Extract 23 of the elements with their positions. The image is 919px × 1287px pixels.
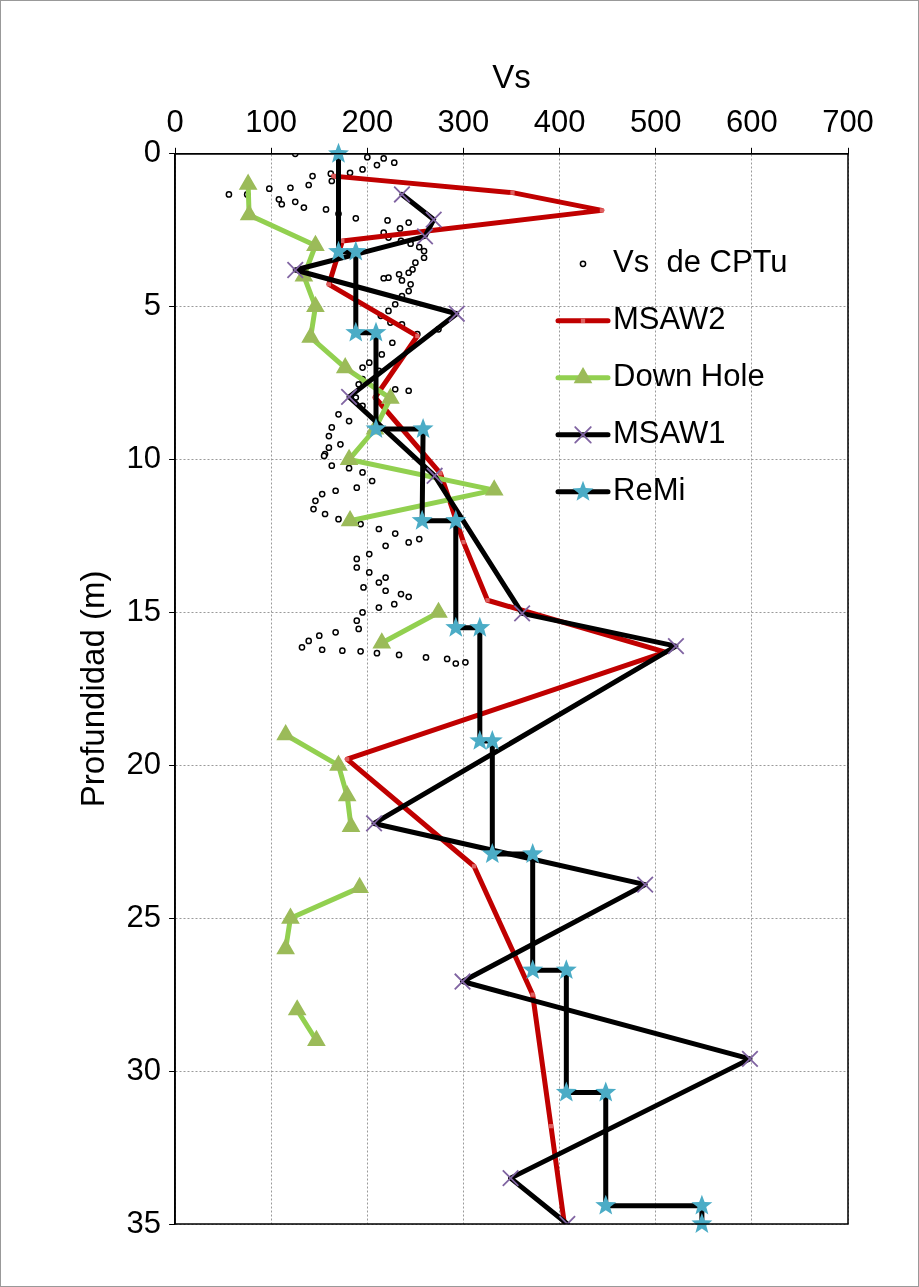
x-tick-label: 300 xyxy=(437,103,490,139)
x-tick-label: 200 xyxy=(341,103,394,139)
y-tick-label: 20 xyxy=(126,745,162,781)
legend-label: ReMi xyxy=(613,472,686,508)
y-tick-label: 0 xyxy=(143,134,162,170)
x-tick-label: 700 xyxy=(822,103,874,139)
legend-label: Vs de CPTu xyxy=(613,244,788,280)
x-tick-label: 500 xyxy=(629,103,682,139)
legend-label: MSAW2 xyxy=(613,301,726,337)
x-tick-label: 400 xyxy=(533,103,586,139)
y-tick-label: 35 xyxy=(126,1204,162,1240)
y-tick-label: 5 xyxy=(143,287,162,323)
x-tick-label: 0 xyxy=(166,103,184,139)
legend-label: Down Hole xyxy=(613,358,765,394)
y-tick-label: 15 xyxy=(126,593,162,628)
y-tick-label: 10 xyxy=(126,440,162,476)
y-tick-label: 30 xyxy=(126,1051,162,1087)
x-tick-label: 600 xyxy=(726,103,778,139)
x-tick-label: 100 xyxy=(245,103,298,139)
y-axis-title: Profundidad (m) xyxy=(73,570,111,808)
x-axis-title: Vs xyxy=(492,57,531,95)
legend-label: MSAW1 xyxy=(613,415,726,451)
y-tick-label: 25 xyxy=(126,898,162,934)
